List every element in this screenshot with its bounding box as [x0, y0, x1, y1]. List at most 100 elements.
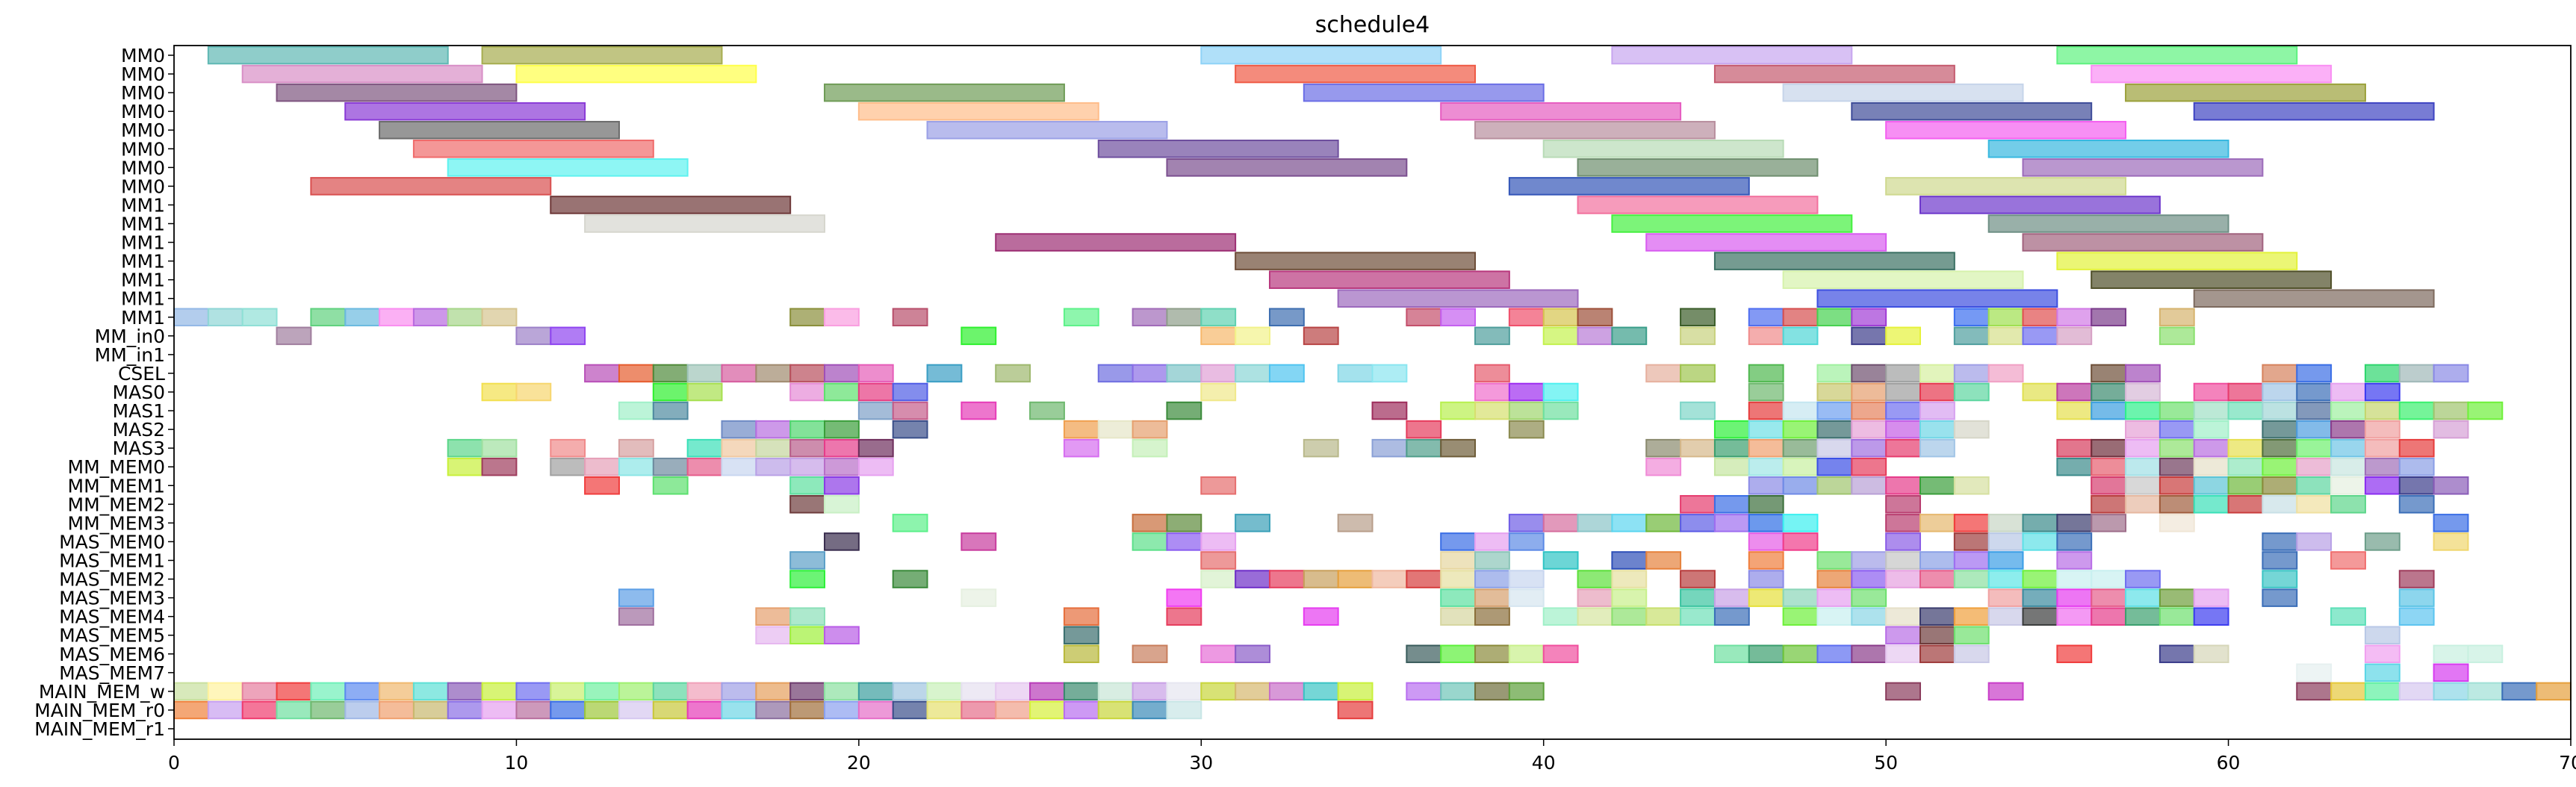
task-bar [1713, 644, 1750, 664]
task-bar [1063, 626, 1099, 644]
task-bar [2125, 364, 2161, 383]
task-bar [2091, 401, 2127, 420]
task-bar [824, 700, 860, 720]
task-bar [2296, 476, 2333, 495]
task-bar [1713, 588, 1750, 607]
task-bar [1063, 607, 1099, 626]
task-bar [2296, 457, 2333, 476]
task-bar [1953, 420, 1990, 439]
task-bar [1851, 364, 1887, 383]
task-bar [2227, 476, 2264, 495]
task-bar [1816, 289, 2058, 308]
task-bar [1474, 682, 1510, 701]
task-bar [1200, 644, 1237, 664]
task-bar [1542, 514, 1579, 532]
task-bar [1200, 326, 1237, 346]
task-bar [2125, 457, 2161, 476]
y-tick-label: MM1 [121, 214, 165, 235]
task-bar [2501, 682, 2538, 701]
task-bar [1132, 308, 1168, 327]
task-bar [310, 700, 347, 720]
task-bar [241, 682, 278, 701]
task-bar [2330, 607, 2366, 626]
task-bar [1303, 682, 1339, 701]
task-bar [892, 401, 928, 420]
task-bar [789, 420, 826, 439]
task-bar [1713, 420, 1750, 439]
task-bar [1542, 607, 1579, 626]
task-bar [2193, 401, 2229, 420]
task-bar [2091, 476, 2127, 495]
task-bar [412, 140, 654, 158]
task-bar [241, 700, 278, 720]
task-bar [2364, 438, 2400, 458]
task-bar [2364, 457, 2400, 476]
task-bar [1303, 438, 1339, 458]
task-bar [2056, 570, 2093, 588]
task-bar [1987, 140, 2229, 158]
y-tick-label: MAS_MEM7 [59, 662, 165, 684]
task-bar [1474, 364, 1510, 383]
task-bar [721, 438, 757, 458]
task-bar [2262, 495, 2298, 514]
task-bar [2398, 588, 2435, 607]
task-bar [652, 700, 689, 720]
task-bar [2296, 495, 2333, 514]
task-bar [857, 401, 894, 420]
task-bar [1748, 420, 1784, 439]
task-bar [1680, 570, 1716, 588]
task-bar [310, 177, 552, 196]
task-bar [2296, 663, 2333, 682]
task-bar [2330, 438, 2366, 458]
task-bar [1508, 570, 1545, 588]
y-tick-label: MM0 [121, 45, 165, 66]
task-bar [824, 364, 860, 383]
task-bar [1885, 364, 1921, 383]
y-tick-label: MAS_MEM1 [59, 550, 165, 572]
task-bar [721, 682, 757, 701]
task-bar [481, 700, 518, 720]
task-bar [1816, 401, 1853, 420]
y-tick-label: MM0 [121, 157, 165, 178]
task-bar [686, 700, 723, 720]
task-bar [1474, 644, 1510, 664]
y-tick-label: MM1 [121, 251, 165, 273]
task-bar [2262, 476, 2298, 495]
task-bar [618, 700, 654, 720]
y-tick-label: MM1 [121, 194, 165, 216]
task-bar [686, 364, 723, 383]
task-bar [2056, 252, 2298, 270]
task-bar [1919, 476, 1955, 495]
x-tick-label: 0 [168, 752, 180, 774]
y-tick-label: MM1 [121, 270, 165, 291]
task-bar [1371, 401, 1408, 420]
task-bar [2125, 476, 2161, 495]
task-bar [2158, 514, 2195, 532]
task-bar [2125, 83, 2366, 102]
task-bar [789, 626, 826, 644]
task-bar [1200, 551, 1237, 570]
task-bar [1542, 326, 1579, 346]
task-bar [1680, 514, 1716, 532]
task-bar [892, 700, 928, 720]
task-bar [1474, 588, 1510, 607]
task-bar [207, 682, 243, 701]
task-bar [481, 382, 518, 402]
task-bar [1748, 308, 1784, 327]
task-bar [2056, 514, 2093, 532]
task-bar [857, 700, 894, 720]
task-bar [1440, 401, 1477, 420]
task-bar [960, 401, 997, 420]
task-bar [1885, 495, 1921, 514]
task-bar [1235, 64, 1477, 84]
y-axis: MM0MM0MM0MM0MM0MM0MM0MM0MM1MM1MM1MM1MM1M… [34, 45, 174, 740]
task-bar [1816, 588, 1853, 607]
task-bar [1987, 514, 2024, 532]
task-bar [2262, 588, 2298, 607]
task-bar [1132, 420, 1168, 439]
task-bar [2193, 644, 2229, 664]
task-bar [1816, 364, 1853, 383]
x-tick-label: 70 [2559, 752, 2576, 774]
task-bar [2022, 326, 2058, 346]
task-bar [1748, 326, 1784, 346]
